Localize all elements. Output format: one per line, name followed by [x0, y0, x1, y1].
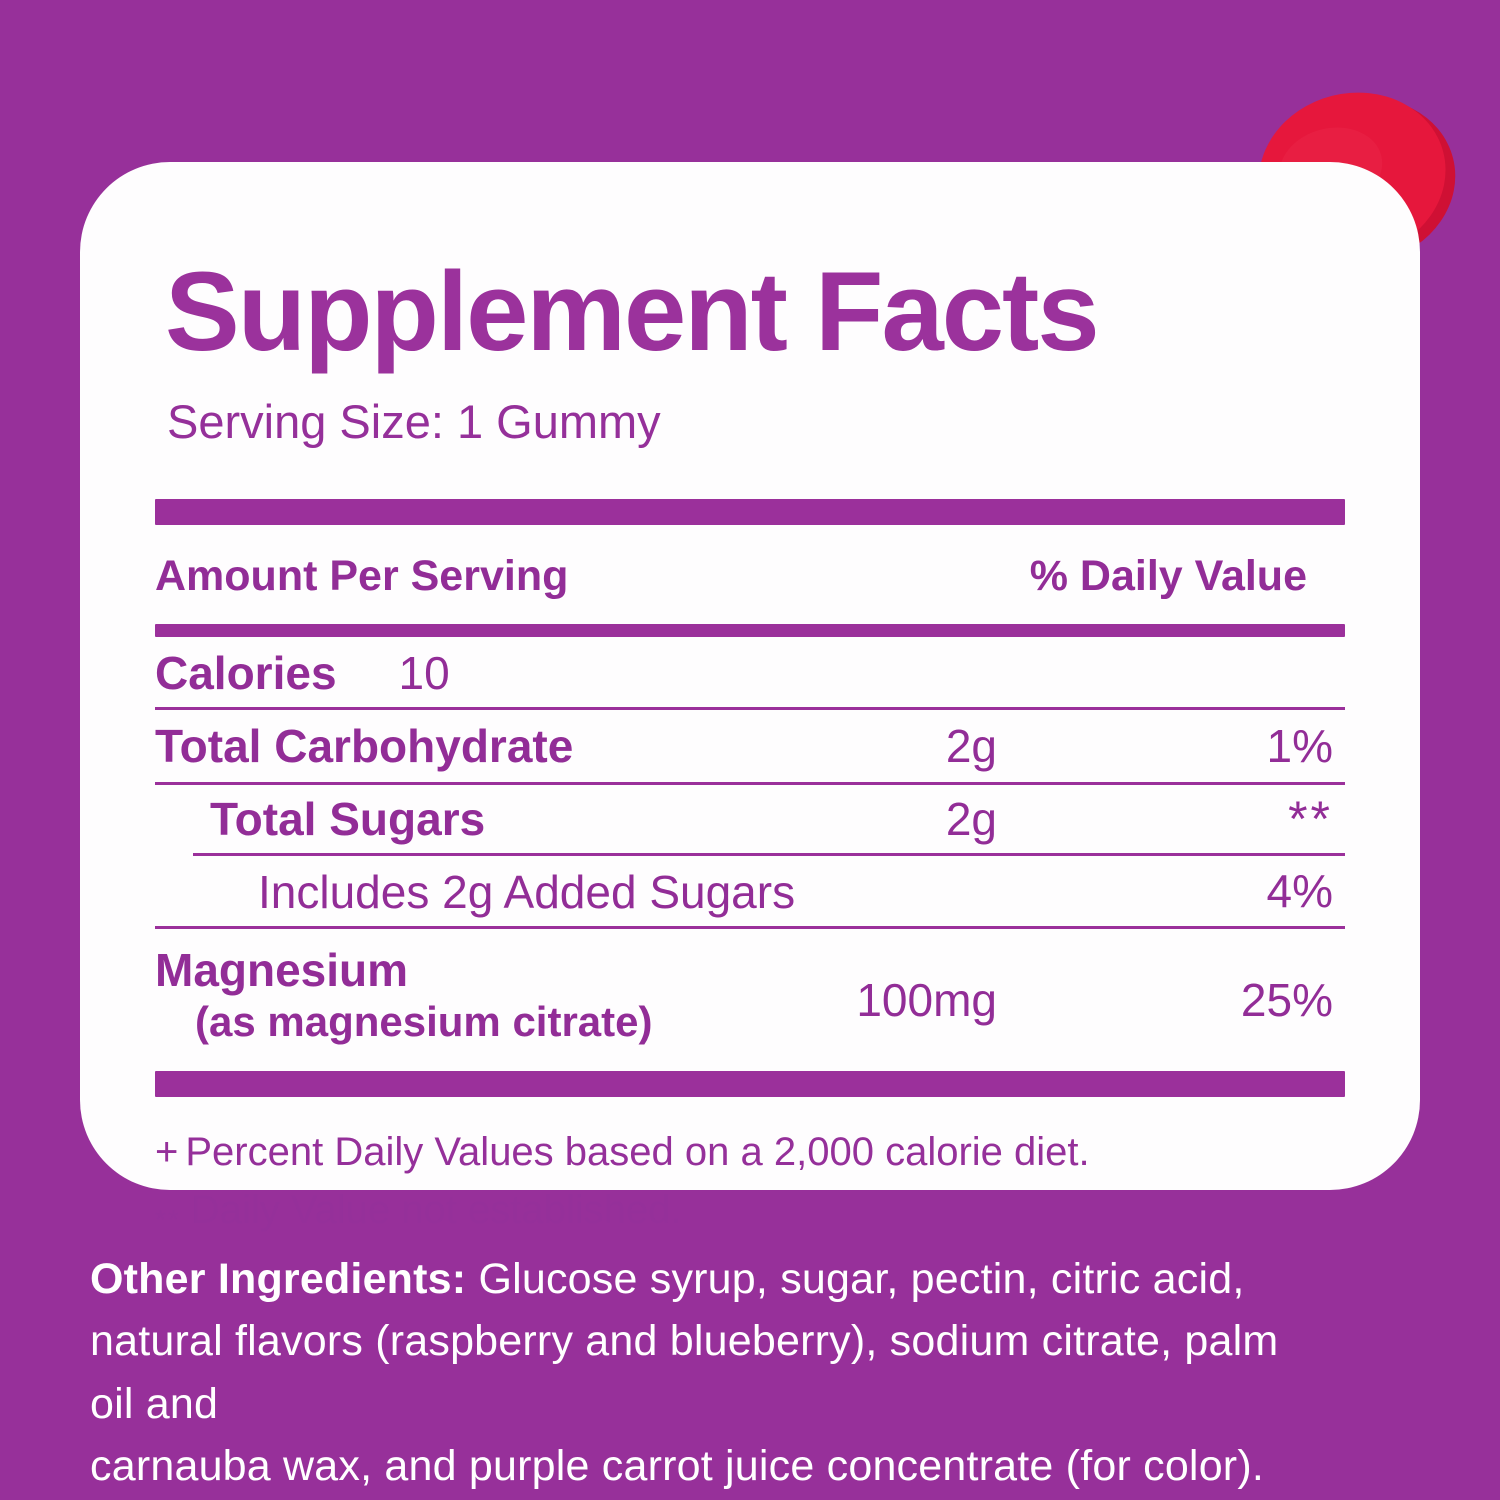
nutrient-daily-value: 4%: [1266, 865, 1333, 917]
divider-medium: [155, 624, 1345, 637]
footnote-text: Percent Daily Values based on a 2,000 ca…: [185, 1130, 1090, 1175]
divider-thick-bottom: [155, 1071, 1345, 1098]
divider-thin: [155, 707, 1345, 710]
footnote-symbol: **: [155, 1204, 181, 1236]
nutrient-amount: 2g: [945, 793, 997, 845]
other-ingredients-text: Glucose syrup, sugar, pectin, citric aci…: [90, 1255, 1279, 1491]
row-magnesium: Magnesium (as magnesium citrate) 100mg 2…: [155, 929, 1345, 1071]
supplement-facts-panel: Supplement Facts Serving Size: 1 Gummy A…: [80, 162, 1420, 1235]
row-total-carbohydrate: Total Carbohydrate 2g 1%: [155, 710, 1345, 782]
footnote-symbol: +: [155, 1130, 179, 1175]
table-header: Amount Per Serving % Daily Value: [155, 525, 1345, 624]
nutrient-name: Calories: [155, 647, 337, 699]
row-calories: Calories 10: [155, 637, 1345, 707]
nutrient-daily-value: **: [1288, 791, 1333, 847]
nutrient-name: Total Carbohydrate: [155, 720, 574, 772]
nutrient-daily-value: 25%: [1240, 974, 1333, 1027]
col-header-amount: Amount Per Serving: [155, 552, 569, 600]
nutrient-amount: 2g: [945, 720, 997, 772]
nutrient-amount: 100mg: [856, 974, 997, 1027]
footnote-text: Daily Value not established.: [190, 1188, 682, 1233]
divider-thin-indented: [193, 853, 1345, 856]
divider-thin: [155, 782, 1345, 785]
serving-size: Serving Size: 1 Gummy: [167, 395, 661, 448]
footnote-dv-not-established: ** Daily Value not established.: [155, 1188, 1345, 1236]
row-total-sugars: Total Sugars 2g **: [155, 785, 1345, 853]
nutrient-name-sub: (as magnesium citrate): [195, 997, 653, 1045]
panel-title: Supplement Facts: [165, 249, 1100, 374]
col-header-daily-value: % Daily Value: [1029, 552, 1307, 600]
row-added-sugars: Includes 2g Added Sugars 4%: [155, 856, 1345, 926]
nutrient-amount: 10: [398, 647, 450, 699]
other-ingredients: Other Ingredients: Glucose syrup, sugar,…: [90, 1248, 1300, 1497]
nutrient-daily-value: 1%: [1266, 720, 1333, 772]
other-ingredients-label: Other Ingredients:: [90, 1255, 467, 1303]
divider-thick-top: [155, 499, 1345, 525]
nutrient-name: Includes 2g Added Sugars: [258, 866, 796, 918]
footnote-daily-values: + Percent Daily Values based on a 2,000 …: [155, 1130, 1345, 1175]
divider-thin: [155, 926, 1345, 929]
nutrient-name: Total Sugars: [210, 793, 486, 845]
nutrient-name: Magnesium (as magnesium citrate): [155, 944, 653, 1045]
